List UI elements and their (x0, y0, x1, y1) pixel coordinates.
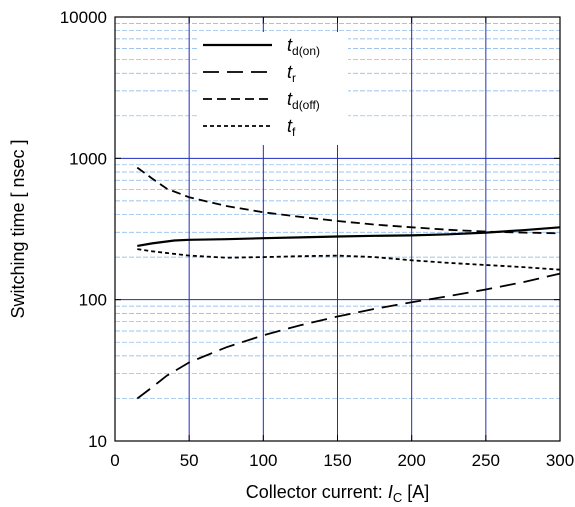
x-axis-label-sub: C (393, 490, 402, 505)
x-tick-label: 100 (249, 451, 277, 470)
legend-background (198, 32, 348, 145)
y-tick-label: 10000 (60, 8, 107, 27)
legend-label-sub: d(on) (292, 44, 320, 58)
x-axis-label-prefix: Collector current: (246, 482, 388, 502)
legend-label-sub: f (292, 125, 296, 139)
x-axis-label-var: I (388, 482, 393, 502)
legend-label-sub: r (292, 71, 296, 85)
series-line-doff (136, 166, 561, 235)
x-tick-label: 150 (323, 451, 351, 470)
series-line-f (137, 248, 561, 271)
y-tick-label: 1000 (69, 149, 107, 168)
series-line-don (137, 226, 561, 247)
legend-label: tr (287, 62, 296, 85)
x-tick-label: 250 (472, 451, 500, 470)
series-layer (136, 166, 561, 400)
series-line-r (136, 272, 561, 400)
y-tick-label: 100 (79, 291, 107, 310)
x-axis-label-unit: [A] (402, 482, 429, 502)
legend-label: tf (287, 116, 296, 139)
legend-label-var: t (287, 62, 293, 82)
x-axis-label: Collector current: IC [A] (246, 482, 429, 505)
legend-label-var: t (287, 89, 293, 109)
legend-label: td(off) (287, 89, 320, 112)
x-tick-label: 300 (546, 451, 574, 470)
y-tick-labels: 10 100 1000 10000 (60, 8, 107, 451)
x-tick-label: 50 (180, 451, 199, 470)
y-tick-label: 10 (88, 432, 107, 451)
legend-label-var: t (287, 35, 293, 55)
x-tick-label: 200 (397, 451, 425, 470)
x-tick-labels: 0 50 100 150 200 250 300 (110, 451, 574, 470)
y-axis-label: Switching time [ nsec ] (8, 139, 28, 318)
x-tick-label: 0 (110, 451, 119, 470)
legend-label-var: t (287, 116, 293, 136)
legend-label: td(on) (287, 35, 320, 58)
legend-label-sub: d(off) (292, 98, 320, 112)
tick-marks (114, 16, 561, 442)
